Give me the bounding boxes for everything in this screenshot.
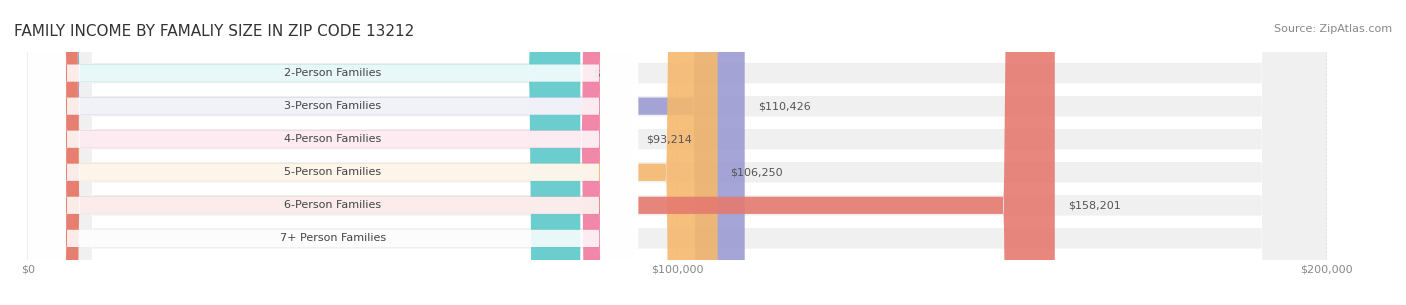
FancyBboxPatch shape xyxy=(28,0,581,305)
Text: 5-Person Families: 5-Person Families xyxy=(284,167,381,177)
Text: 6-Person Families: 6-Person Families xyxy=(284,200,381,210)
FancyBboxPatch shape xyxy=(28,0,745,305)
FancyBboxPatch shape xyxy=(28,0,638,305)
FancyBboxPatch shape xyxy=(28,0,633,305)
Text: $85,098: $85,098 xyxy=(593,68,640,78)
Text: $158,201: $158,201 xyxy=(1067,200,1121,210)
Text: 2-Person Families: 2-Person Families xyxy=(284,68,381,78)
FancyBboxPatch shape xyxy=(28,0,717,305)
FancyBboxPatch shape xyxy=(28,0,1054,305)
Text: $106,250: $106,250 xyxy=(731,167,783,177)
Text: $110,426: $110,426 xyxy=(758,101,810,111)
FancyBboxPatch shape xyxy=(28,0,1326,305)
Text: $93,214: $93,214 xyxy=(645,134,692,144)
FancyBboxPatch shape xyxy=(28,0,638,305)
Text: FAMILY INCOME BY FAMALIY SIZE IN ZIP CODE 13212: FAMILY INCOME BY FAMALIY SIZE IN ZIP COD… xyxy=(14,24,415,39)
FancyBboxPatch shape xyxy=(28,0,1326,305)
Text: Source: ZipAtlas.com: Source: ZipAtlas.com xyxy=(1274,24,1392,34)
FancyBboxPatch shape xyxy=(28,0,638,305)
FancyBboxPatch shape xyxy=(28,0,1326,305)
FancyBboxPatch shape xyxy=(28,0,1326,305)
Text: 3-Person Families: 3-Person Families xyxy=(284,101,381,111)
Text: $0: $0 xyxy=(41,233,55,243)
FancyBboxPatch shape xyxy=(28,0,1326,305)
FancyBboxPatch shape xyxy=(28,0,1326,305)
FancyBboxPatch shape xyxy=(28,0,638,305)
Text: 7+ Person Families: 7+ Person Families xyxy=(280,233,387,243)
FancyBboxPatch shape xyxy=(28,0,638,305)
Text: 4-Person Families: 4-Person Families xyxy=(284,134,381,144)
FancyBboxPatch shape xyxy=(28,0,638,305)
